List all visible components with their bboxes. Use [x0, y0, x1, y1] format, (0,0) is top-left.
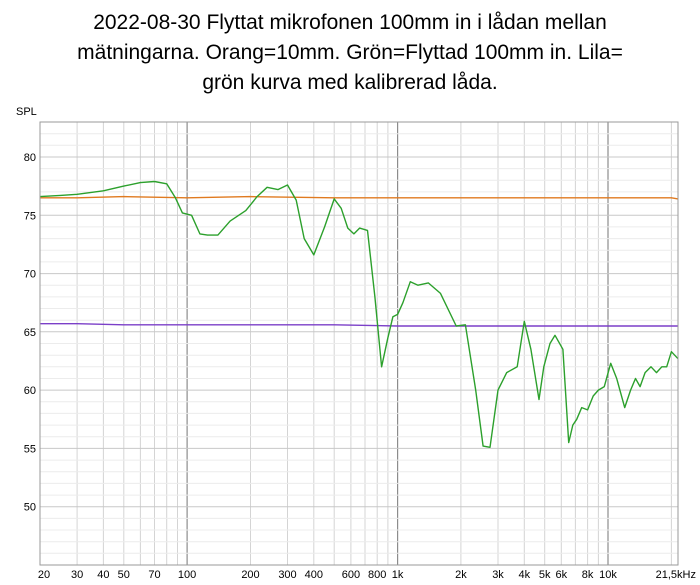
- x-tick-label: 40: [97, 569, 109, 581]
- y-tick-label: 70: [24, 269, 36, 281]
- series-line-2: [40, 323, 678, 327]
- x-tick-label: 800: [368, 569, 386, 581]
- series-group: [39, 180, 679, 448]
- y-tick-label: 65: [24, 327, 36, 339]
- y-tick-label: 75: [24, 210, 36, 222]
- x-tick-label: 21,5kHz: [656, 569, 696, 581]
- chart-title: 2022-08-30 Flyttat mikrofonen 100mm in i…: [0, 8, 700, 98]
- y-tick-label: 60: [24, 385, 36, 397]
- x-tick-label: 400: [305, 569, 323, 581]
- x-tick-label: 2k: [455, 569, 467, 581]
- y-tick-label: 55: [24, 443, 36, 455]
- x-tick-label: 100: [178, 569, 196, 581]
- x-tick-label: 300: [278, 569, 296, 581]
- y-tick-label: 50: [24, 502, 36, 514]
- x-tick-label: 50: [118, 569, 130, 581]
- y-tick-label: 80: [24, 152, 36, 164]
- y-axis-label: SPL: [16, 106, 37, 118]
- x-tick-label: 8k: [582, 569, 594, 581]
- x-tick-label: 3k: [492, 569, 504, 581]
- series-line-3: [39, 180, 679, 448]
- title-line-2: mätningarna. Orang=10mm. Grön=Flyttad 10…: [77, 41, 623, 64]
- series-line-1: [40, 195, 679, 200]
- x-tick-label: 10k: [599, 569, 617, 581]
- title-line-1: 2022-08-30 Flyttat mikrofonen 100mm in i…: [93, 11, 607, 34]
- title-line-3: grön kurva med kalibrerad låda.: [202, 71, 498, 94]
- x-tick-label: 30: [71, 569, 83, 581]
- x-tick-label: 200: [241, 569, 259, 581]
- x-tick-label: 1k: [392, 569, 404, 581]
- x-tick-label: 6k: [555, 569, 567, 581]
- x-tick-label: 5k: [539, 569, 551, 581]
- x-tick-label: 600: [342, 569, 360, 581]
- plot-frame: [39, 121, 679, 566]
- x-tick-label: 4k: [518, 569, 530, 581]
- x-tick-label: 20: [38, 569, 50, 581]
- x-tick-label: 70: [148, 569, 160, 581]
- y-tick-labels: 80 75 70 65 60 55 50: [24, 152, 36, 514]
- x-tick-labels: 20 30 40 50 70 100 200 300 400 600 800 1k 2k 3k 4k 5k 6k…: [38, 569, 696, 581]
